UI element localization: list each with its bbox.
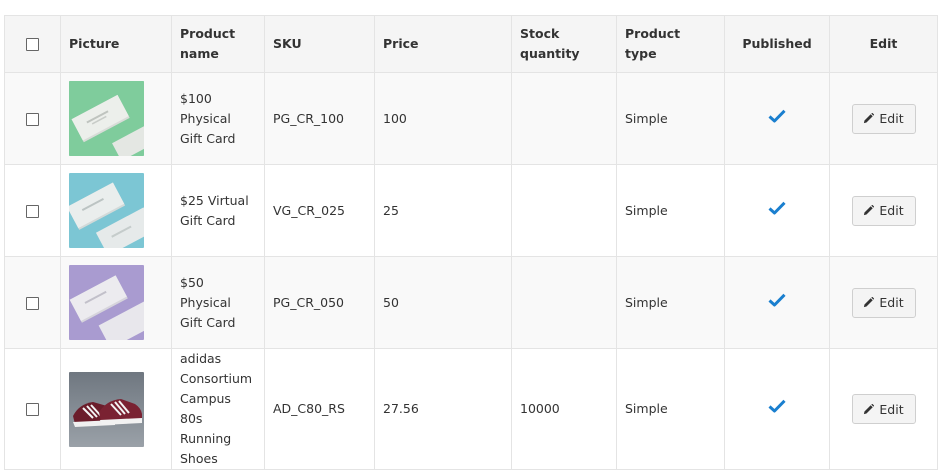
checkmark-icon: [768, 109, 786, 122]
product-image-shoes[interactable]: [69, 371, 144, 447]
stock-quantity-cell: [511, 164, 617, 257]
table-row: $100 Physical Gift Card PG_CR_100 100 Si…: [4, 72, 938, 165]
product-image-gift-card-teal[interactable]: [69, 173, 144, 248]
pencil-icon: [864, 403, 875, 414]
column-header-picture: Picture: [60, 15, 172, 73]
table-row: $50 Physical Gift Card PG_CR_050 50 Simp…: [4, 256, 938, 349]
edit-button[interactable]: Edit: [851, 103, 916, 134]
published-cell: [724, 164, 830, 257]
edit-button-label: Edit: [879, 295, 904, 310]
column-header-stock-quantity[interactable]: Stock quantity: [511, 15, 617, 73]
table-header-row: Picture Product name SKU Price Stock qua…: [4, 15, 938, 73]
column-header-published[interactable]: Published: [724, 15, 830, 73]
price-cell: 100: [374, 72, 512, 165]
price-cell: 25: [374, 164, 512, 257]
sku-cell: PG_CR_100: [264, 72, 375, 165]
edit-cell: Edit: [829, 72, 938, 165]
stock-quantity-cell: [511, 256, 617, 349]
row-select-cell[interactable]: [4, 72, 61, 165]
product-type-cell: Simple: [616, 348, 725, 470]
row-checkbox[interactable]: [26, 112, 39, 126]
edit-cell: Edit: [829, 256, 938, 349]
published-cell: [724, 72, 830, 165]
row-checkbox[interactable]: [26, 403, 39, 416]
table-row: adidas Consortium Campus 80s Running Sho…: [4, 348, 938, 470]
product-image-gift-card-green[interactable]: [69, 81, 144, 156]
picture-cell: [60, 72, 172, 165]
column-header-product-name[interactable]: Product name: [171, 15, 265, 73]
product-image-gift-card-purple[interactable]: [69, 265, 144, 340]
stock-quantity-cell: 10000: [511, 348, 617, 470]
picture-cell: [60, 164, 172, 257]
select-all-cell[interactable]: [4, 15, 61, 73]
pencil-icon: [864, 113, 875, 124]
row-select-cell[interactable]: [4, 256, 61, 349]
sku-cell: PG_CR_050: [264, 256, 375, 349]
column-header-price[interactable]: Price: [374, 15, 512, 73]
stock-quantity-cell: [511, 72, 617, 165]
product-name-cell: adidas Consortium Campus 80s Running Sho…: [171, 348, 265, 470]
product-type-cell: Simple: [616, 256, 725, 349]
edit-button-label: Edit: [879, 203, 904, 218]
edit-button[interactable]: Edit: [851, 394, 916, 424]
column-header-sku[interactable]: SKU: [264, 15, 375, 73]
row-checkbox[interactable]: [26, 296, 39, 310]
row-select-cell[interactable]: [4, 164, 61, 257]
checkmark-icon: [768, 293, 786, 306]
sku-cell: VG_CR_025: [264, 164, 375, 257]
product-name-cell: $25 Virtual Gift Card: [171, 164, 265, 257]
picture-cell: [60, 348, 172, 470]
edit-button-label: Edit: [879, 401, 904, 417]
column-header-edit: Edit: [829, 15, 938, 73]
product-type-cell: Simple: [616, 164, 725, 257]
published-cell: [724, 348, 830, 470]
product-name-cell: $50 Physical Gift Card: [171, 256, 265, 349]
price-cell: 50: [374, 256, 512, 349]
product-name-cell: $100 Physical Gift Card: [171, 72, 265, 165]
picture-cell: [60, 256, 172, 349]
edit-cell: Edit: [829, 164, 938, 257]
product-list-table-wrapper: Picture Product name SKU Price Stock qua…: [4, 15, 938, 470]
price-cell: 27.56: [374, 348, 512, 470]
checkmark-icon: [768, 399, 786, 413]
product-list-table: Picture Product name SKU Price Stock qua…: [4, 15, 938, 470]
column-header-product-type[interactable]: Product type: [616, 15, 725, 73]
sku-cell: AD_C80_RS: [264, 348, 375, 470]
edit-button-label: Edit: [879, 111, 904, 126]
select-all-checkbox[interactable]: [26, 38, 39, 51]
checkmark-icon: [768, 201, 786, 214]
edit-button[interactable]: Edit: [851, 195, 916, 226]
table-row: $25 Virtual Gift Card VG_CR_025 25 Simpl…: [4, 164, 938, 257]
product-type-cell: Simple: [616, 72, 725, 165]
pencil-icon: [864, 205, 875, 216]
published-cell: [724, 256, 830, 349]
pencil-icon: [864, 297, 875, 308]
edit-cell: Edit: [829, 348, 938, 470]
edit-button[interactable]: Edit: [851, 287, 916, 318]
row-checkbox[interactable]: [26, 204, 39, 218]
row-select-cell[interactable]: [4, 348, 61, 470]
